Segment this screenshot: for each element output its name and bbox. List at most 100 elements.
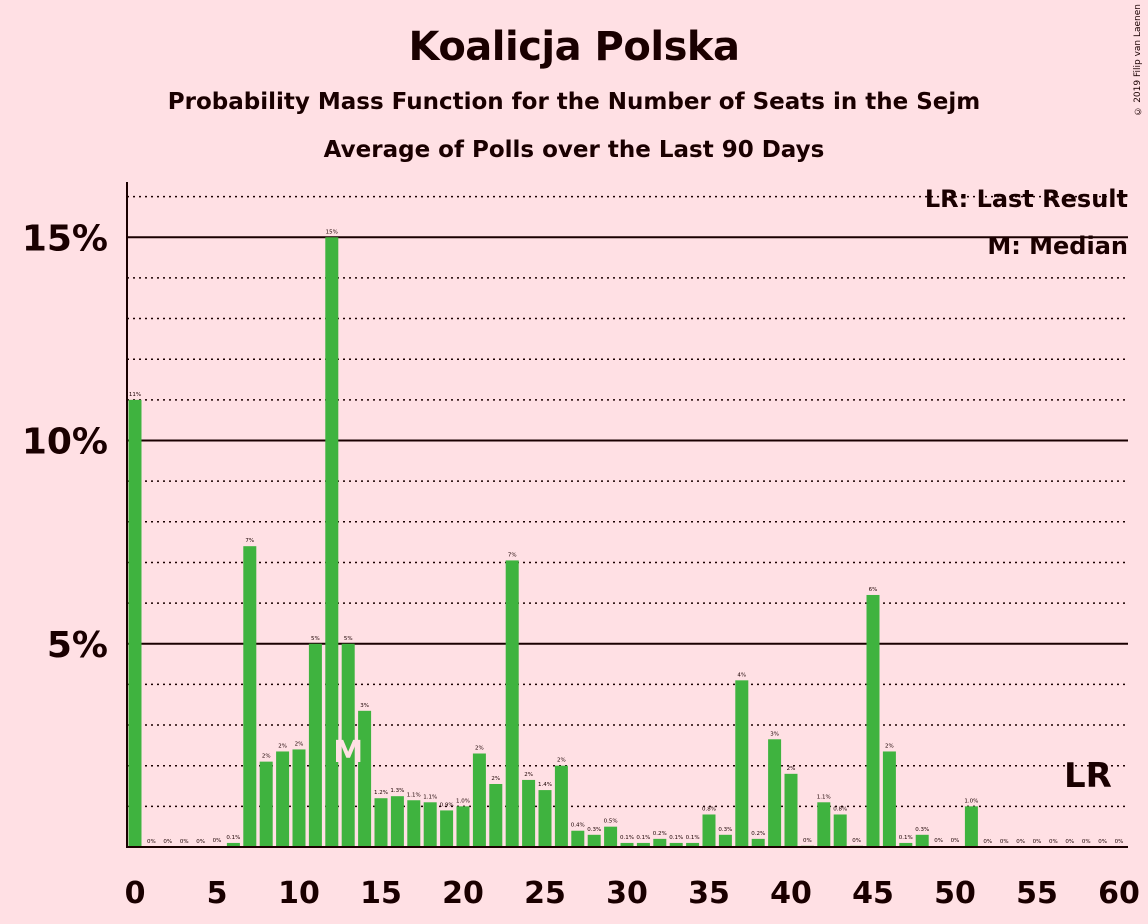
bar-seat-34: [686, 842, 700, 847]
data-label-seat-40: 2%: [787, 766, 796, 772]
data-label-seat-54: 0%: [1016, 839, 1025, 845]
data-label-seat-33: 0.1%: [669, 835, 683, 841]
bar-seat-18: [423, 802, 437, 847]
bar-seat-17: [407, 800, 421, 847]
data-label-seat-39: 3%: [770, 731, 779, 737]
x-tick-label: 5: [207, 876, 228, 911]
data-label-seat-4: 0%: [196, 839, 205, 845]
data-label-seat-36: 0.3%: [718, 827, 732, 833]
data-label-seat-24: 2%: [524, 772, 533, 778]
bar-seat-46: [882, 751, 896, 847]
median-marker: M: [333, 735, 363, 770]
bar-seat-37: [735, 680, 749, 847]
bar-seat-39: [768, 739, 782, 847]
data-label-seat-27: 0.4%: [571, 823, 585, 829]
chart-title: Koalicja Polska: [408, 24, 740, 70]
x-tick-label: 25: [524, 876, 566, 911]
y-tick-label: 15%: [22, 218, 108, 259]
data-label-seat-35: 0.8%: [702, 806, 716, 812]
data-label-seat-25: 1.4%: [538, 782, 552, 788]
x-tick-label: 45: [852, 876, 894, 911]
data-label-seat-30: 0.1%: [620, 835, 634, 841]
data-label-seat-59: 0%: [1098, 839, 1107, 845]
bar-seat-19: [440, 810, 454, 847]
data-label-seat-19: 0.9%: [440, 802, 454, 808]
data-label-seat-7: 7%: [245, 538, 254, 544]
data-label-seat-56: 0%: [1049, 839, 1058, 845]
data-label-seat-57: 0%: [1065, 839, 1074, 845]
bar-seat-35: [702, 814, 716, 847]
x-tick-label: 60: [1098, 876, 1140, 911]
bar-seat-12: [325, 237, 339, 847]
data-label-seat-58: 0%: [1082, 839, 1091, 845]
y-tick-label: 10%: [22, 422, 108, 463]
bar-seat-27: [571, 830, 585, 847]
data-label-seat-37: 4%: [737, 672, 746, 678]
data-label-seat-55: 0%: [1033, 839, 1042, 845]
data-label-seat-28: 0.3%: [587, 827, 601, 833]
bar-seat-30: [620, 842, 634, 847]
data-label-seat-12: 15%: [326, 229, 338, 235]
data-label-seat-18: 1.1%: [423, 794, 437, 800]
y-tick-label: 5%: [47, 625, 108, 666]
data-label-seat-11: 5%: [311, 636, 320, 642]
bar-seat-48: [915, 834, 929, 847]
data-label-seat-50: 0%: [951, 838, 960, 844]
bar-seat-14: [358, 710, 372, 847]
bar-seat-15: [374, 798, 388, 847]
data-label-seat-8: 2%: [262, 754, 271, 760]
data-label-seat-9: 2%: [278, 743, 287, 749]
data-label-seat-14: 3%: [360, 703, 369, 709]
data-label-seat-6: 0.1%: [226, 835, 240, 841]
bar-seat-36: [718, 834, 732, 847]
data-label-seat-15: 1.2%: [374, 790, 388, 796]
x-tick-label: 40: [770, 876, 812, 911]
data-label-seat-43: 0.8%: [833, 806, 847, 812]
data-label-seat-52: 0%: [983, 839, 992, 845]
x-tick-label: 10: [278, 876, 320, 911]
data-label-seat-46: 2%: [885, 743, 894, 749]
bar-seat-21: [472, 753, 486, 847]
x-tick-label: 20: [442, 876, 484, 911]
data-label-seat-10: 2%: [295, 741, 304, 747]
data-label-seat-60: 0%: [1115, 839, 1124, 845]
legend-last-result: LR: Last Result: [924, 185, 1128, 213]
data-label-seat-34: 0.1%: [686, 835, 700, 841]
bar-seat-10: [292, 749, 306, 847]
data-label-seat-41: 0%: [803, 838, 812, 844]
data-label-seat-1: 0%: [147, 839, 156, 845]
x-tick-label: 55: [1016, 876, 1058, 911]
bar-seat-22: [489, 783, 503, 847]
data-label-seat-22: 2%: [491, 776, 500, 782]
data-label-seat-26: 2%: [557, 758, 566, 764]
bar-seat-31: [636, 842, 650, 847]
bar-seat-24: [522, 779, 536, 847]
last-result-marker: LR: [1064, 756, 1112, 796]
data-label-seat-48: 0.3%: [915, 827, 929, 833]
data-label-seat-3: 0%: [180, 839, 189, 845]
data-label-seat-0: 11%: [129, 392, 141, 398]
bar-seat-38: [751, 838, 765, 847]
x-tick-label: 35: [688, 876, 730, 911]
bar-seat-51: [964, 806, 978, 847]
bar-seat-43: [833, 814, 847, 847]
bar-seat-7: [243, 546, 257, 847]
data-label-seat-44: 0%: [852, 838, 861, 844]
bar-seat-9: [276, 751, 290, 847]
x-tick-label: 30: [606, 876, 648, 911]
bar-seat-20: [456, 806, 470, 847]
data-label-seat-42: 1.1%: [817, 794, 831, 800]
data-label-seat-23: 7%: [508, 552, 517, 558]
bar-seat-45: [866, 594, 880, 847]
x-tick-label: 50: [934, 876, 976, 911]
bar-seat-13: [341, 643, 355, 847]
data-label-seat-53: 0%: [1000, 839, 1009, 845]
bar-seat-29: [604, 826, 618, 847]
bar-seat-40: [784, 773, 798, 847]
bar-seat-47: [899, 842, 913, 847]
bar-seat-32: [653, 838, 667, 847]
bar-seat-16: [390, 796, 404, 847]
data-label-seat-45: 6%: [869, 587, 878, 593]
bar-seat-23: [505, 560, 519, 847]
bar-seat-0: [128, 399, 142, 847]
